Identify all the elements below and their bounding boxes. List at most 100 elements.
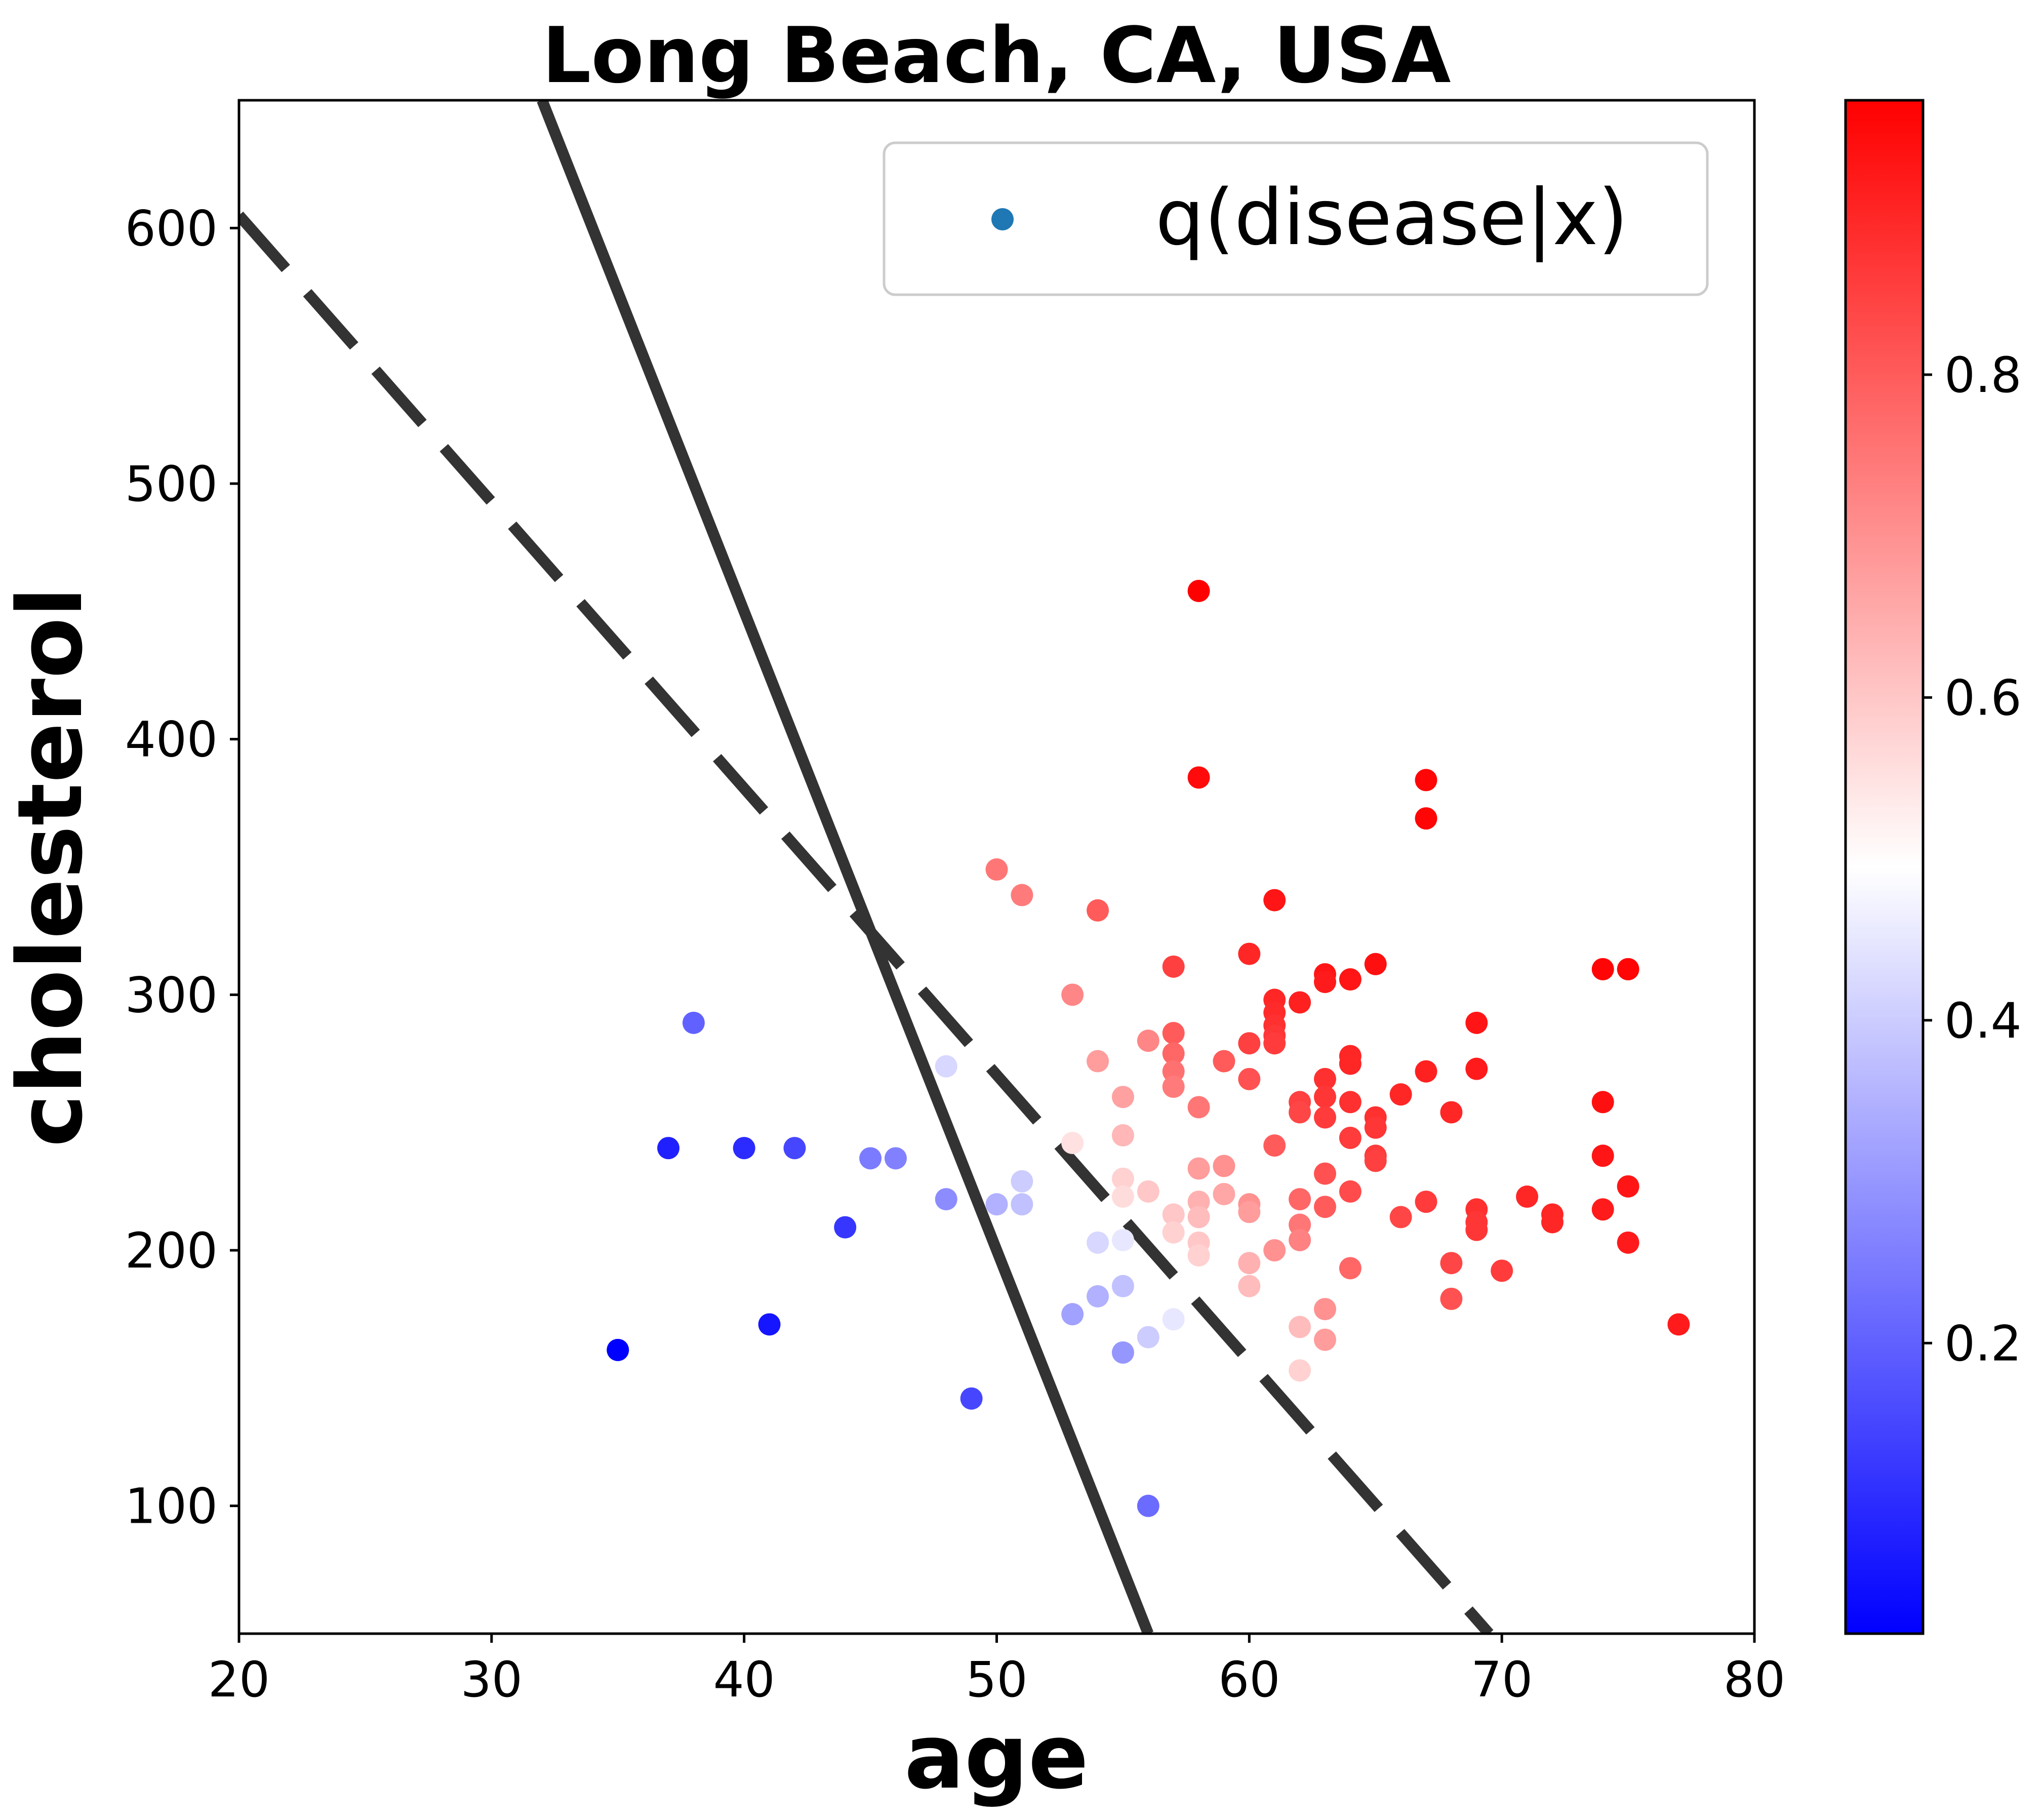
data-point <box>1339 1180 1362 1203</box>
data-point <box>1087 1050 1109 1073</box>
data-point <box>1289 1229 1311 1251</box>
scatter-points <box>607 579 1690 1517</box>
data-point <box>1137 1326 1159 1349</box>
data-point <box>1389 1206 1412 1229</box>
x-tick-label: 30 <box>461 1651 523 1708</box>
data-point <box>1591 1144 1614 1167</box>
data-point <box>1111 1124 1134 1146</box>
data-point <box>1364 1116 1387 1139</box>
x-tick-label: 20 <box>208 1651 270 1708</box>
data-point <box>1313 1106 1336 1129</box>
data-point <box>1162 1042 1185 1065</box>
data-point <box>1111 1167 1134 1190</box>
data-point <box>1667 1313 1690 1336</box>
data-point <box>1313 1298 1336 1321</box>
data-point <box>1339 1126 1362 1149</box>
x-tick-label: 40 <box>713 1651 775 1708</box>
data-point <box>1162 1060 1185 1083</box>
data-point <box>1162 1221 1185 1244</box>
y-tick-label: 100 <box>125 1478 218 1535</box>
data-point <box>1339 1257 1362 1280</box>
data-point <box>607 1338 629 1361</box>
data-point <box>1238 1067 1261 1090</box>
data-point <box>1465 1011 1488 1034</box>
data-point <box>1111 1229 1134 1251</box>
data-point <box>1313 971 1336 994</box>
data-point <box>1617 1231 1639 1254</box>
data-point <box>1415 807 1437 830</box>
data-point <box>1289 1359 1311 1382</box>
data-point <box>1162 1203 1185 1226</box>
y-tick-label: 300 <box>125 967 218 1023</box>
data-point <box>985 858 1008 881</box>
data-point <box>1440 1252 1463 1275</box>
data-point <box>1011 884 1033 906</box>
reference-lines <box>239 100 1494 1634</box>
data-point <box>1617 958 1639 980</box>
data-point <box>783 1137 806 1160</box>
data-point <box>1339 968 1362 991</box>
data-point <box>1591 1198 1614 1221</box>
data-point <box>1137 1180 1159 1203</box>
data-point <box>1162 1022 1185 1045</box>
data-point <box>1061 1132 1084 1155</box>
data-point <box>1238 1252 1261 1275</box>
data-point <box>834 1216 857 1239</box>
data-point <box>1011 1170 1033 1193</box>
data-point <box>1364 953 1387 975</box>
data-point <box>985 1193 1008 1216</box>
x-axis-ticks: 20 30 40 50 60 70 80 <box>208 1634 1785 1708</box>
data-point <box>1440 1101 1463 1124</box>
x-tick-label: 70 <box>1471 1651 1533 1708</box>
colorbar-tick-label: 0.2 <box>1944 1315 2022 1372</box>
data-point <box>1263 1032 1286 1055</box>
data-point <box>1289 991 1311 1014</box>
colorbar-tick-label: 0.6 <box>1944 669 2022 726</box>
data-point <box>1263 1134 1286 1157</box>
data-point <box>1137 1494 1159 1517</box>
data-point <box>1313 1086 1336 1109</box>
data-point <box>1313 1162 1336 1185</box>
y-axis-ticks: 100 200 300 400 500 600 <box>125 200 239 1535</box>
data-point <box>1238 942 1261 965</box>
data-point <box>1263 889 1286 912</box>
data-point <box>1313 1196 1336 1218</box>
data-point <box>1238 1032 1261 1055</box>
legend: q(disease|x) <box>883 141 1709 296</box>
data-point <box>1187 1206 1210 1229</box>
y-tick-label: 600 <box>125 200 218 257</box>
x-tick-label: 80 <box>1724 1651 1785 1708</box>
legend-label: q(disease|x) <box>1155 173 1628 262</box>
y-tick-label: 200 <box>125 1222 218 1279</box>
colorbar-tick-label: 0.8 <box>1944 347 2022 404</box>
data-point <box>1313 1067 1336 1090</box>
colorbar-ticks: 0.2 0.4 0.6 0.8 <box>1923 347 2022 1372</box>
data-point <box>733 1137 755 1160</box>
data-point <box>1213 1182 1235 1205</box>
data-point <box>1137 1030 1159 1052</box>
data-point <box>1491 1259 1513 1282</box>
data-point <box>1162 1308 1185 1331</box>
data-point <box>935 1055 957 1078</box>
data-point <box>682 1011 705 1034</box>
colorbar-gradient <box>1844 99 1925 1635</box>
x-tick-label: 60 <box>1218 1651 1280 1708</box>
data-point <box>1415 1191 1437 1213</box>
data-point <box>1187 579 1210 602</box>
data-point <box>1440 1287 1463 1310</box>
data-point <box>960 1387 983 1410</box>
data-point <box>1617 1175 1639 1198</box>
chart-title: Long Beach, CA, USA <box>542 11 1451 100</box>
data-point <box>1111 1275 1134 1297</box>
data-point <box>1541 1211 1564 1234</box>
data-point <box>1591 958 1614 980</box>
data-point <box>1339 1091 1362 1114</box>
data-point <box>1313 1328 1336 1351</box>
solid-boundary-line <box>537 100 1154 1634</box>
legend-box <box>883 141 1709 296</box>
data-point <box>1516 1185 1539 1208</box>
data-point <box>884 1147 907 1170</box>
data-point <box>657 1137 680 1160</box>
y-tick-label: 500 <box>125 456 218 512</box>
